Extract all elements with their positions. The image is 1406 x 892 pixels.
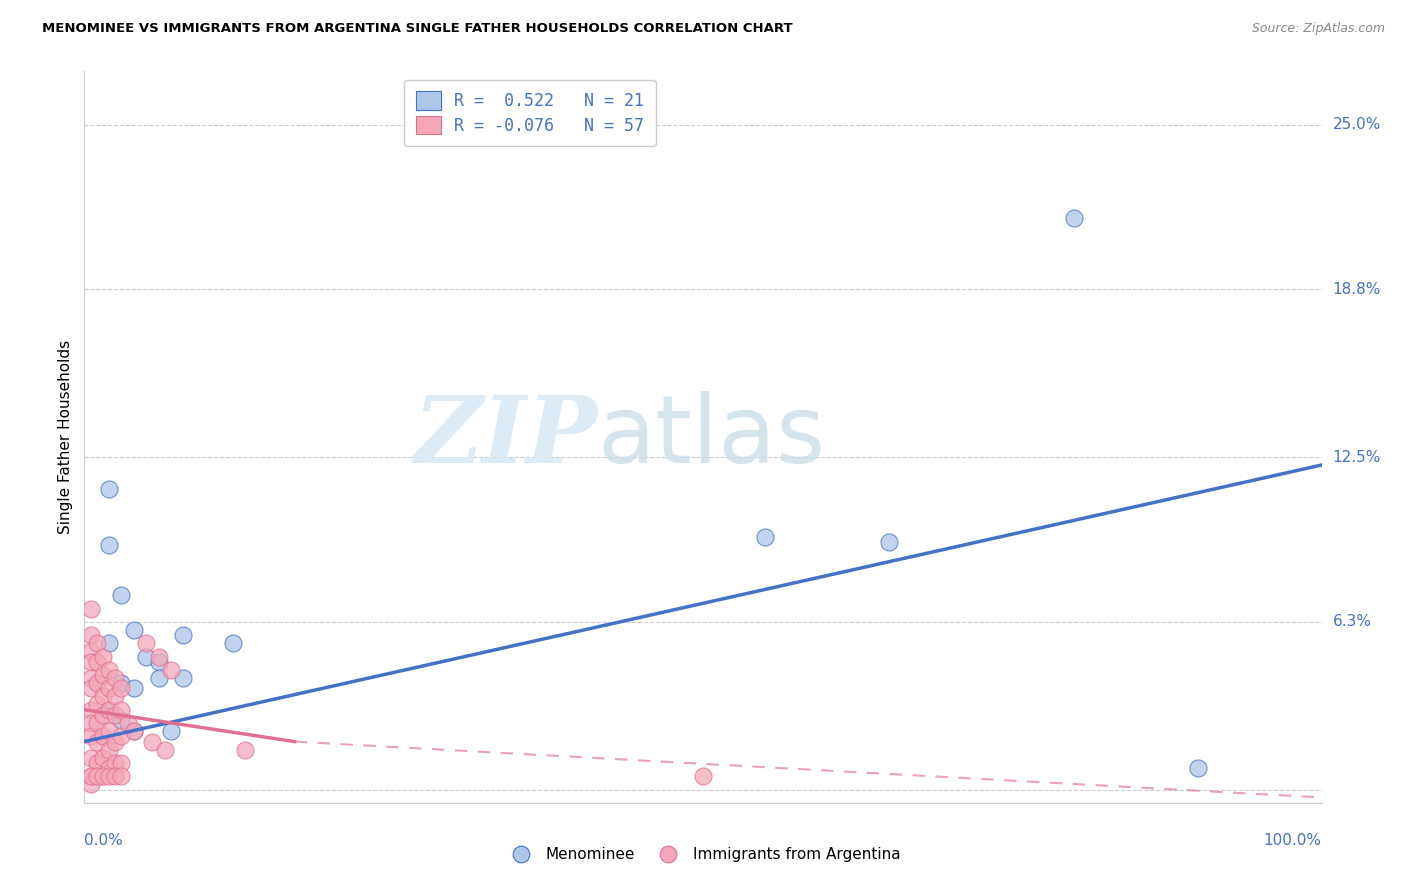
- Point: [110, 714, 132, 728]
- Point: [122, 681, 145, 696]
- Point: [148, 649, 170, 664]
- Point: [79, 601, 101, 615]
- Point: [98, 636, 121, 650]
- Point: [98, 681, 121, 696]
- Point: [79, 681, 101, 696]
- Text: 18.8%: 18.8%: [1333, 282, 1381, 297]
- Point: [98, 769, 121, 783]
- Point: [148, 655, 170, 669]
- Point: [110, 729, 132, 743]
- Point: [86, 769, 108, 783]
- Point: [141, 734, 163, 748]
- Point: [172, 628, 194, 642]
- Point: [86, 676, 108, 690]
- Text: MENOMINEE VS IMMIGRANTS FROM ARGENTINA SINGLE FATHER HOUSEHOLDS CORRELATION CHAR: MENOMINEE VS IMMIGRANTS FROM ARGENTINA S…: [42, 22, 793, 36]
- Point: [122, 623, 145, 637]
- Point: [79, 644, 101, 658]
- Point: [104, 769, 127, 783]
- Point: [110, 756, 132, 770]
- Point: [98, 538, 121, 552]
- Point: [160, 663, 183, 677]
- Point: [91, 649, 114, 664]
- Point: [86, 716, 108, 731]
- Point: [692, 769, 714, 783]
- Point: [86, 756, 108, 770]
- Text: 25.0%: 25.0%: [1333, 117, 1381, 132]
- Point: [79, 655, 101, 669]
- Point: [110, 676, 132, 690]
- Y-axis label: Single Father Households: Single Father Households: [58, 340, 73, 534]
- Point: [233, 742, 256, 756]
- Point: [98, 761, 121, 775]
- Point: [110, 769, 132, 783]
- Point: [79, 628, 101, 642]
- Point: [135, 649, 157, 664]
- Point: [79, 671, 101, 685]
- Point: [79, 703, 101, 717]
- Point: [104, 671, 127, 685]
- Point: [110, 703, 132, 717]
- Point: [153, 742, 176, 756]
- Point: [98, 703, 121, 717]
- Point: [877, 535, 900, 549]
- Point: [98, 703, 121, 717]
- Point: [86, 698, 108, 712]
- Text: 6.3%: 6.3%: [1333, 615, 1372, 630]
- Point: [160, 723, 183, 738]
- Point: [91, 750, 114, 764]
- Point: [98, 742, 121, 756]
- Text: 12.5%: 12.5%: [1333, 450, 1381, 465]
- Point: [104, 690, 127, 704]
- Point: [91, 729, 114, 743]
- Point: [104, 734, 127, 748]
- Text: 0.0%: 0.0%: [84, 833, 124, 848]
- Text: Source: ZipAtlas.com: Source: ZipAtlas.com: [1251, 22, 1385, 36]
- Point: [754, 530, 776, 544]
- Point: [79, 729, 101, 743]
- Point: [122, 723, 145, 738]
- Point: [172, 671, 194, 685]
- Point: [86, 769, 108, 783]
- Point: [86, 655, 108, 669]
- Point: [98, 663, 121, 677]
- Point: [79, 769, 101, 783]
- Point: [98, 723, 121, 738]
- Text: 100.0%: 100.0%: [1264, 833, 1322, 848]
- Point: [91, 668, 114, 682]
- Point: [98, 482, 121, 496]
- Point: [86, 636, 108, 650]
- Point: [91, 769, 114, 783]
- Point: [110, 588, 132, 602]
- Text: ZIP: ZIP: [413, 392, 598, 482]
- Point: [122, 723, 145, 738]
- Point: [86, 734, 108, 748]
- Text: atlas: atlas: [598, 391, 827, 483]
- Point: [1187, 761, 1209, 775]
- Point: [148, 671, 170, 685]
- Point: [91, 690, 114, 704]
- Point: [79, 769, 101, 783]
- Point: [91, 769, 114, 783]
- Point: [117, 716, 139, 731]
- Point: [79, 750, 101, 764]
- Point: [135, 636, 157, 650]
- Point: [79, 716, 101, 731]
- Point: [222, 636, 245, 650]
- Point: [104, 708, 127, 723]
- Legend: Menominee, Immigrants from Argentina: Menominee, Immigrants from Argentina: [499, 841, 907, 868]
- Point: [110, 681, 132, 696]
- Point: [91, 708, 114, 723]
- Point: [104, 756, 127, 770]
- Point: [1063, 211, 1085, 225]
- Point: [79, 777, 101, 791]
